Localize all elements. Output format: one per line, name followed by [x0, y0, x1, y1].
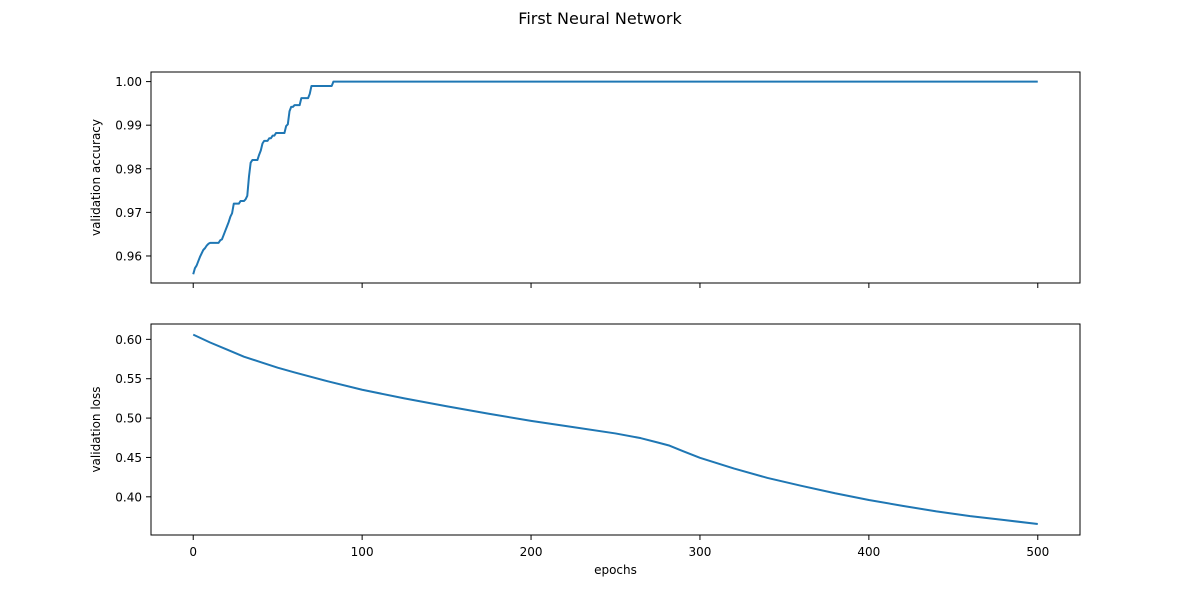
y-axis-label: validation accuracy: [89, 119, 103, 236]
y-tick-label: 0.99: [115, 119, 142, 133]
y-tick-label: 0.55: [115, 372, 142, 386]
x-tick-label: 0: [189, 545, 197, 559]
y-axis-label: validation loss: [89, 386, 103, 472]
x-tick-label: 100: [351, 545, 374, 559]
x-tick-label: 500: [1026, 545, 1049, 559]
y-tick-label: 1.00: [115, 75, 142, 89]
x-tick-label: 300: [689, 545, 712, 559]
accuracy-subplot: 0.96 0.97 0.98 0.99 1.00 validation accuracy: [89, 71, 1081, 288]
loss-subplot: 0 100 200 300 400 500 0.40 0.45 0.50 0.55 0.60 vali…: [89, 323, 1081, 577]
x-tick-label: 400: [857, 545, 880, 559]
y-tick-label: 0.96: [115, 249, 142, 263]
axes-frame: [150, 71, 1081, 284]
series-line: [192, 80, 1038, 275]
x-axis-label: epochs: [594, 563, 637, 577]
axes-frame: [150, 323, 1081, 536]
figure-title: First Neural Network: [518, 9, 682, 28]
y-tick-label: 0.98: [115, 162, 142, 176]
y-tick-label: 0.60: [115, 333, 142, 347]
y-tick-label: 0.40: [115, 490, 142, 504]
x-tick-label: 200: [520, 545, 543, 559]
y-tick-label: 0.50: [115, 412, 142, 426]
y-tick-label: 0.97: [115, 206, 142, 220]
y-tick-label: 0.45: [115, 451, 142, 465]
series-line: [192, 333, 1038, 525]
